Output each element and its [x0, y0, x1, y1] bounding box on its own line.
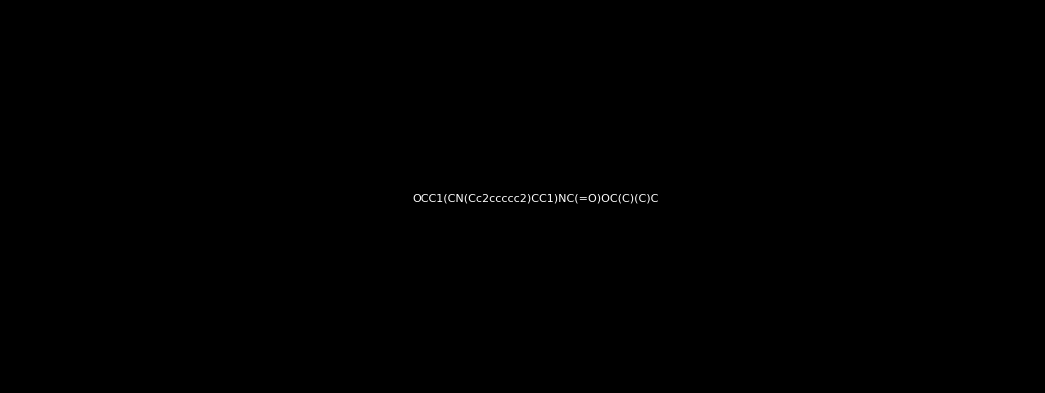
Text: OCC1(CN(Cc2ccccc2)CC1)NC(=O)OC(C)(C)C: OCC1(CN(Cc2ccccc2)CC1)NC(=O)OC(C)(C)C [413, 193, 658, 204]
